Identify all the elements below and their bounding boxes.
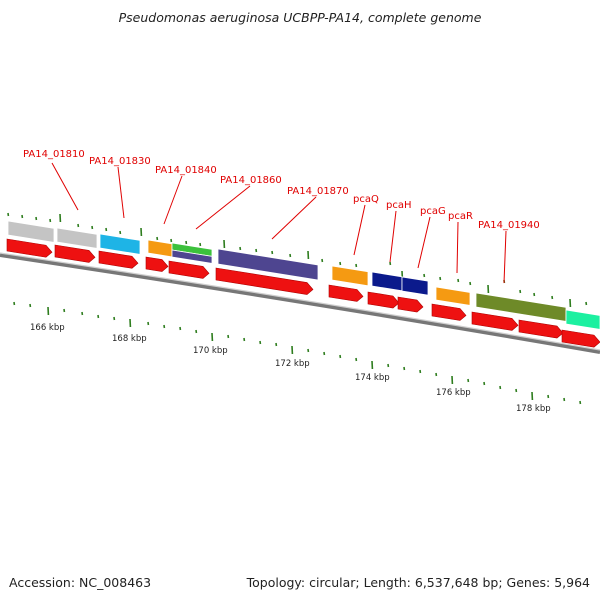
gene-label-leader bbox=[456, 221, 459, 274]
gene-label: pcaG bbox=[420, 206, 446, 217]
gene-box-orange bbox=[147, 239, 173, 258]
scale-label: 178 kbp bbox=[516, 404, 551, 414]
cds-arrow bbox=[471, 311, 519, 331]
gene-box-purple bbox=[217, 248, 319, 281]
cds-arrow bbox=[397, 296, 424, 313]
gene-label: PA14_01940 bbox=[478, 220, 540, 231]
scale-label: 168 kbp bbox=[112, 334, 147, 344]
gene-box-orange bbox=[331, 265, 369, 287]
cds-arrow bbox=[518, 319, 564, 339]
cds-arrow bbox=[328, 284, 364, 302]
scale-label: 176 kbp bbox=[436, 388, 471, 398]
gene-label: pcaR bbox=[448, 211, 473, 222]
cds-arrow bbox=[168, 260, 210, 279]
gene-label: pcaH bbox=[386, 200, 412, 211]
genome-backbone-highlight bbox=[0, 252, 600, 351]
gene-label-leader bbox=[389, 210, 397, 263]
gene-box-gray bbox=[56, 227, 98, 249]
scale-label: 170 kbp bbox=[193, 346, 228, 356]
gene-label-leader bbox=[353, 204, 366, 256]
cds-arrow bbox=[367, 291, 400, 309]
map-title: Pseudomonas aeruginosa UCBPP-PA14, compl… bbox=[118, 10, 482, 25]
gene-label-leader bbox=[163, 175, 183, 225]
gene-box-teal bbox=[565, 309, 600, 330]
gene-label-leader bbox=[271, 196, 317, 240]
cds-arrow bbox=[431, 303, 467, 321]
gene-box-orange bbox=[435, 286, 471, 306]
gene-box-navy bbox=[401, 276, 429, 296]
cds-arrow bbox=[215, 267, 314, 295]
gene-label: PA14_01870 bbox=[287, 186, 349, 197]
gene-box-sky bbox=[99, 233, 141, 255]
scale-label: 166 kbp bbox=[30, 323, 65, 333]
gene-label-leader bbox=[503, 230, 507, 284]
scale-label: 174 kbp bbox=[355, 373, 390, 383]
scale-label: 172 kbp bbox=[275, 359, 310, 369]
gene-label-leader bbox=[417, 216, 431, 269]
cds-arrow bbox=[561, 329, 600, 348]
gene-label: PA14_01840 bbox=[155, 165, 217, 176]
gene-box-purple bbox=[171, 249, 213, 264]
gene-label: PA14_01810 bbox=[23, 149, 85, 160]
genome-summary-text: Topology: circular; Length: 6,537,648 bp… bbox=[246, 575, 590, 590]
accession-text: Accession: NC_008463 bbox=[9, 575, 152, 590]
gene-label: pcaQ bbox=[353, 194, 379, 205]
gene-label-leader bbox=[195, 185, 251, 230]
gene-label-leader bbox=[117, 166, 125, 219]
gene-label: PA14_01830 bbox=[89, 156, 151, 167]
gene-box-navy bbox=[371, 271, 403, 292]
cds-arrow bbox=[6, 238, 53, 258]
cds-arrow bbox=[145, 256, 169, 272]
gene-label-leader bbox=[51, 162, 79, 211]
cds-arrow bbox=[54, 244, 96, 263]
gene-box-gray bbox=[7, 220, 55, 243]
genome-backbone bbox=[0, 253, 600, 354]
gene-label: PA14_01860 bbox=[220, 175, 282, 186]
cds-arrow bbox=[98, 250, 139, 269]
